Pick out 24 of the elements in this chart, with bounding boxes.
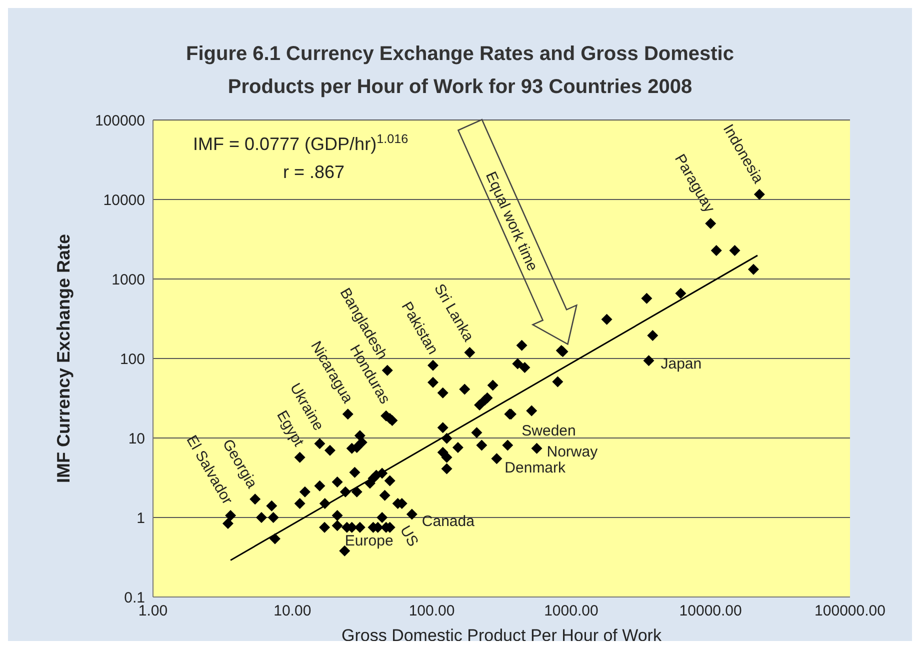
- x-tick-label: 100000.00: [814, 602, 886, 620]
- chart-title: Figure 6.1 Currency Exchange Rates and Gross Domestic Products per Hour of Work for 93 Countries 2008: [185, 42, 735, 100]
- annotation: US: [396, 522, 422, 550]
- annotation: Sweden: [522, 422, 576, 440]
- y-tick-label: 1: [136, 510, 145, 527]
- y-tick-label: 10000: [103, 192, 145, 209]
- annotation: Japan: [660, 356, 702, 373]
- annotation: Canada: [422, 513, 476, 530]
- annotation: Denmark: [504, 460, 566, 477]
- annotation: Equal work time: [482, 169, 541, 274]
- x-tick-label: 100.00: [408, 602, 455, 620]
- y-tick-label: 1000: [112, 271, 145, 288]
- y-tick-label: 100: [120, 350, 145, 368]
- y-axis-title: IMF Currency Exchange Rate: [53, 234, 74, 484]
- annotation: r = .867: [283, 162, 345, 182]
- y-tick-label: 100000: [94, 112, 145, 130]
- annotation: Europe: [344, 532, 394, 550]
- x-tick-label: 1000.00: [544, 602, 598, 620]
- annotation: Norway: [546, 443, 598, 460]
- x-tick-label: 10000.00: [679, 602, 742, 620]
- annotation: IMF = 0.0777 (GDP/hr)$^{1.016}$: [193, 132, 408, 154]
- y-tick-label: 10: [128, 430, 145, 448]
- x-axis-title: Gross Domestic Product Per Hour of Work: [342, 626, 662, 645]
- x-tick-label: 10.00: [274, 602, 312, 620]
